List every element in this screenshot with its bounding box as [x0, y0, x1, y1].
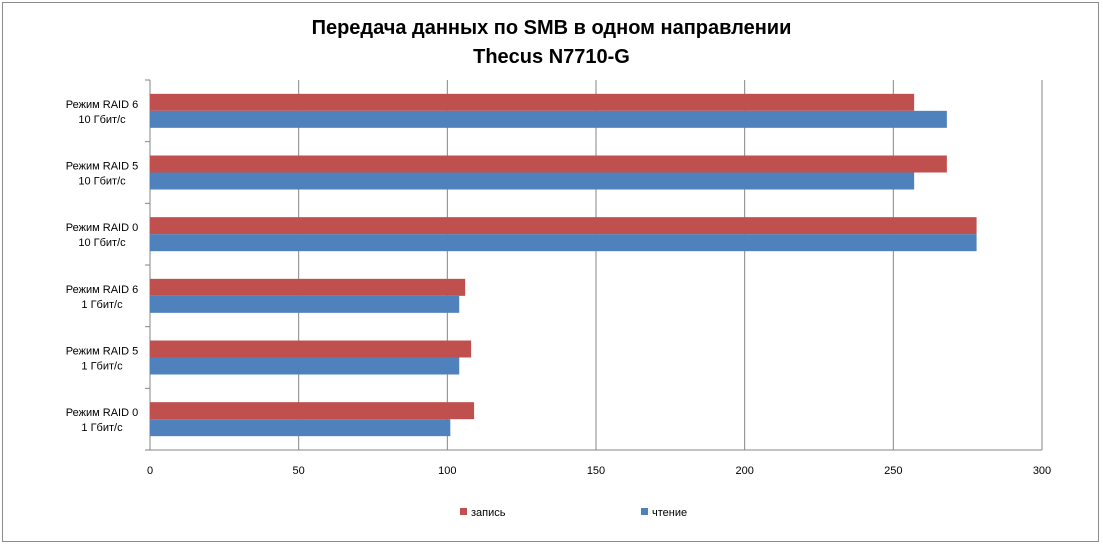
y-tick-label: Режим RAID 5 10 Гбит/с [66, 161, 138, 188]
y-tick-label: Режим RAID 0 10 Гбит/с [66, 222, 138, 249]
bar-чтение-5 [150, 419, 451, 437]
legend-swatch-запись [460, 508, 467, 515]
x-tick-label: 100 [438, 465, 456, 477]
x-tick-label: 150 [587, 465, 605, 477]
bar-чтение-3 [150, 295, 460, 313]
legend-swatch-чтение [641, 508, 648, 515]
bar-чтение-2 [150, 234, 977, 252]
chart-subtitle: Thecus N7710-G [473, 46, 630, 68]
y-tick-label: Режим RAID 6 10 Гбит/с [66, 99, 138, 126]
x-tick-label: 0 [147, 465, 153, 477]
legend-label-запись: запись [471, 507, 506, 519]
bar-запись-5 [150, 402, 475, 420]
bar-чтение-1 [150, 172, 915, 190]
x-tick-label: 200 [735, 465, 753, 477]
chart-title: Передача данных по SMB в одном направлен… [311, 17, 792, 39]
legend-label-чтение: чтение [652, 507, 687, 519]
bar-запись-2 [150, 217, 977, 235]
x-tick-label: 250 [884, 465, 902, 477]
bar-чтение-4 [150, 357, 460, 375]
bar-запись-4 [150, 340, 472, 358]
bar-запись-1 [150, 155, 947, 173]
bar-чтение-0 [150, 110, 947, 128]
x-tick-label: 300 [1033, 465, 1051, 477]
bar-запись-0 [150, 93, 915, 111]
x-tick-label: 50 [293, 465, 305, 477]
bar-запись-3 [150, 278, 466, 296]
